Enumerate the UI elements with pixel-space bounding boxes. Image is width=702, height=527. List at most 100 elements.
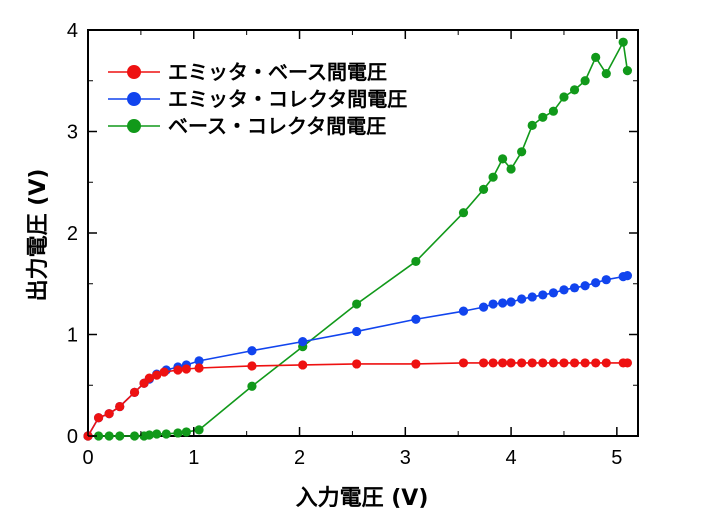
series-3-point <box>478 184 489 194</box>
x-tick-label: 3 <box>400 447 411 469</box>
series-1-point <box>129 387 140 397</box>
series-1-point <box>411 359 421 369</box>
series-2-point <box>559 285 569 295</box>
series-1-point <box>548 358 558 368</box>
series-3-point <box>488 172 498 182</box>
series-3-point <box>601 69 611 79</box>
series-1-point <box>527 358 537 368</box>
legend-label: ベース・コレクタ間電圧 <box>168 114 386 138</box>
series-1-point <box>181 364 191 374</box>
series-3-point <box>173 428 183 438</box>
series-2-point <box>352 326 362 337</box>
series-2-point <box>527 292 537 302</box>
series-3-point <box>498 154 508 164</box>
y-tick-label: 1 <box>67 325 78 347</box>
x-tick-label: 5 <box>611 447 622 469</box>
series-1-point <box>173 365 183 375</box>
series-3-point <box>152 429 162 439</box>
x-tick-label: 2 <box>294 447 305 469</box>
series-1-point <box>559 358 569 368</box>
series-1 <box>83 358 633 441</box>
series-3-point <box>93 431 104 441</box>
series-1-point <box>152 370 162 380</box>
series-2-point <box>506 297 516 307</box>
y-axis-title: 出力電圧 (V) <box>26 169 51 302</box>
x-axis-title: 入力電圧 (V) <box>296 486 429 511</box>
series-2-point <box>580 281 590 291</box>
series-3 <box>83 37 633 441</box>
series-2-point <box>538 290 548 300</box>
legend-marker <box>127 65 141 79</box>
series-3-point <box>622 66 633 76</box>
series-3-point <box>591 52 601 63</box>
series-1-point <box>159 367 169 377</box>
series-1-point <box>538 358 548 368</box>
legend-label: エミッタ・ベース間電圧 <box>168 60 387 84</box>
series-3-point <box>527 120 537 131</box>
legend-marker <box>127 92 141 106</box>
y-tick-label: 3 <box>67 122 78 144</box>
series-3-point <box>161 429 171 439</box>
series-3-point <box>115 431 125 441</box>
series-3-point <box>181 427 191 437</box>
x-tick-label: 1 <box>188 447 199 469</box>
series-1-point <box>93 413 104 423</box>
legend-entry-2: エミッタ・コレクタ間電圧 <box>108 87 407 111</box>
series-2-point <box>569 283 580 293</box>
series-1-point <box>591 358 601 368</box>
series-1-point <box>498 358 508 368</box>
series-1-point <box>580 358 590 368</box>
legend-entry-3: ベース・コレクタ間電圧 <box>108 114 386 138</box>
series-1-point <box>247 361 257 371</box>
series-3-point <box>194 425 204 435</box>
series-2-point <box>548 288 558 298</box>
series-2-point <box>517 294 527 304</box>
series-3-point <box>559 92 569 102</box>
series-2-point <box>488 299 498 309</box>
series-3-point <box>580 76 590 86</box>
legend-label: エミッタ・コレクタ間電圧 <box>168 87 407 111</box>
series-3-point <box>352 299 362 309</box>
series-1-point <box>478 358 489 368</box>
series-2-point <box>247 346 257 356</box>
series-2-point <box>498 298 508 308</box>
series-2-point <box>601 275 611 285</box>
series-1-point <box>517 358 527 368</box>
legend-marker <box>127 119 141 133</box>
y-tick-label: 4 <box>67 20 78 42</box>
series-3-point <box>618 37 628 47</box>
series-3-point <box>104 431 114 441</box>
y-tick-label: 0 <box>67 426 78 448</box>
x-tick-label: 0 <box>82 447 93 469</box>
x-tick-label: 4 <box>506 447 517 469</box>
series-2-point <box>478 302 489 312</box>
series-3-point <box>144 430 154 440</box>
legend-entry-1: エミッタ・ベース間電圧 <box>108 60 387 84</box>
series-3-point <box>569 85 580 95</box>
series-1-point <box>458 358 469 368</box>
series-layer <box>83 37 633 441</box>
series-3-point <box>506 164 516 174</box>
series-2-point <box>298 337 308 347</box>
series-1-point <box>488 358 498 368</box>
series-1-point <box>194 363 204 373</box>
series-1-point <box>104 409 114 419</box>
series-1-line <box>87 362 628 437</box>
series-1-point <box>622 358 633 368</box>
y-tick-label: 2 <box>67 223 78 245</box>
series-2-point <box>458 306 469 316</box>
series-1-point <box>298 360 308 370</box>
series-2-point <box>411 314 421 324</box>
series-1-point <box>115 401 125 412</box>
series-2 <box>83 271 633 441</box>
axes-layer: 0 1 2 3 4 5 0 1 2 3 4 <box>67 20 638 469</box>
series-3-point <box>538 112 548 122</box>
series-2-point <box>591 278 601 288</box>
series-1-point <box>569 358 580 368</box>
series-2-point <box>194 356 204 366</box>
series-3-point <box>129 431 140 441</box>
series-3-point <box>247 381 257 391</box>
series-1-point <box>144 373 154 383</box>
series-3-point <box>517 147 527 157</box>
